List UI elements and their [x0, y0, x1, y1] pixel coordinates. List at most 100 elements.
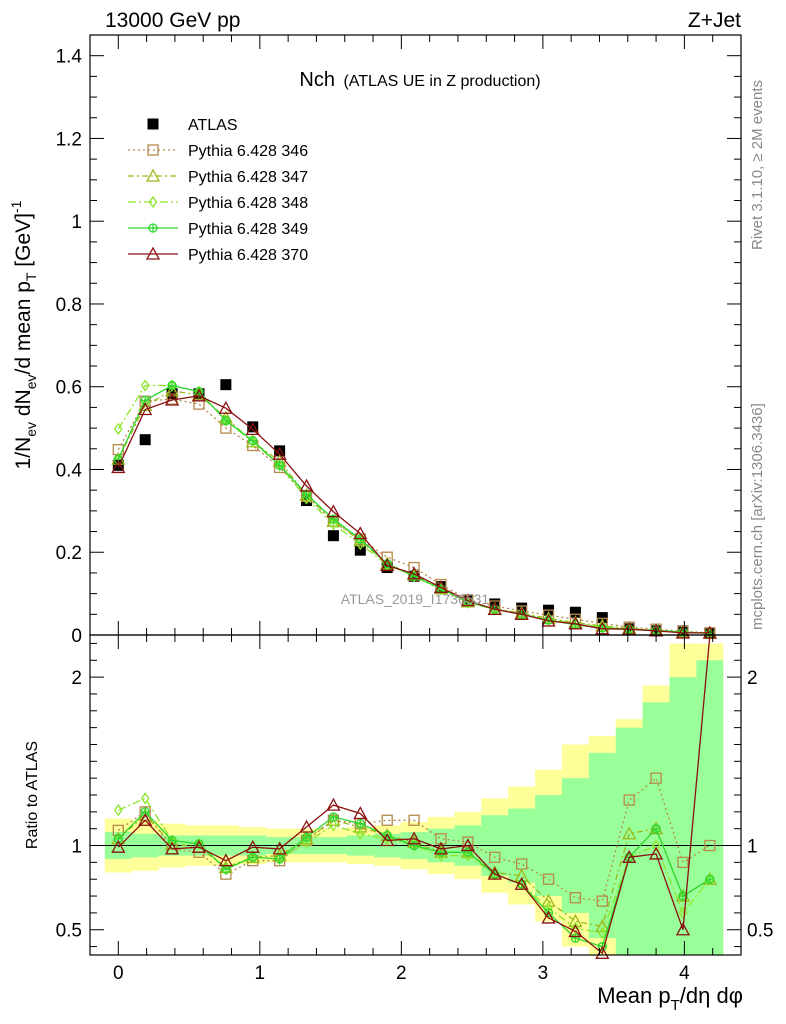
ratio-point-p348 — [382, 832, 392, 845]
ratio-ytick-label: 2 — [71, 668, 82, 689]
ratio-point-p346 — [569, 892, 582, 904]
main-series-p370 — [111, 388, 717, 639]
main-point-p370 — [272, 446, 287, 460]
main-point-atlas — [112, 459, 124, 471]
ratio-point-p348 — [651, 839, 661, 852]
legend-marker-p348 — [148, 195, 158, 209]
ratio-point-p349-cross — [275, 855, 284, 863]
ratio-point-p349-cross — [248, 853, 257, 862]
main-point-atlas — [274, 445, 286, 457]
legend: ATLAS Pythia 6.428 346 Pythia 6.428 347 Pyt… — [128, 117, 308, 264]
ratio-point-p347 — [299, 831, 314, 845]
legend-marker-p346 — [147, 144, 159, 156]
ratio-ytick-label-right: 1 — [747, 837, 758, 858]
ratio-point-p346 — [623, 794, 635, 806]
ratio-point-p349-cross — [329, 812, 338, 821]
main-point-p370 — [111, 460, 126, 474]
main-point-p349-cross — [221, 416, 230, 425]
xtick-label: 0 — [113, 963, 124, 984]
ratio-point-p348 — [329, 819, 338, 832]
legend-label-atlas: ATLAS — [188, 117, 238, 134]
ratio-point-p370 — [433, 841, 449, 855]
ratio-point-p346 — [650, 772, 662, 784]
main-point-p370 — [487, 601, 502, 615]
main-line-p370 — [117, 395, 710, 634]
ratio-point-p370 — [111, 839, 126, 853]
ratio-point-p370 — [622, 849, 637, 863]
ratio-point-p370 — [191, 839, 207, 853]
legend-marker-p370 — [145, 246, 161, 260]
main-point-p370 — [326, 504, 341, 518]
main-point-atlas — [139, 434, 151, 446]
legend-marker-p349-cross — [149, 224, 157, 232]
main-ytick-label: 0.4 — [56, 460, 83, 481]
main-ytick-label: 0 — [71, 626, 82, 647]
main-point-p370 — [299, 478, 314, 492]
main-point-p370 — [460, 593, 475, 607]
ratio-point-p346 — [542, 873, 555, 885]
main-point-p348 — [167, 379, 177, 392]
ratio-point-p370 — [568, 924, 583, 938]
main-point-p370 — [138, 402, 153, 416]
ratio-point-p370 — [675, 922, 691, 936]
ratio-point-p348 — [571, 921, 580, 935]
ratio-point-p370 — [164, 841, 180, 855]
ratio-point-p370 — [541, 910, 556, 924]
ratio-point-p370 — [299, 819, 314, 833]
ratio-point-p370 — [406, 831, 422, 845]
main-point-p370 — [353, 526, 368, 540]
plot-title-sub: (ATLAS UE in Z production) — [343, 73, 540, 90]
legend-label-p347: Pythia 6.428 347 — [188, 169, 308, 186]
main-point-p370 — [380, 558, 395, 572]
ratio-point-p348 — [140, 792, 150, 805]
ratio-point-p348 — [356, 827, 365, 840]
ratio-point-p348 — [248, 851, 258, 864]
watermark: ATLAS_2019_I1736531 — [341, 591, 490, 607]
main-point-p370 — [541, 613, 556, 627]
main-point-p349-cross — [168, 381, 177, 390]
ratio-point-p346 — [489, 851, 501, 863]
main-point-p348 — [194, 385, 204, 398]
ratio-point-p370 — [487, 866, 502, 880]
main-point-atlas — [569, 606, 581, 618]
ratio-ytick-label-right: 2 — [747, 668, 758, 689]
xlabel: Mean pT/dη dφ — [597, 983, 743, 1014]
ratio-point-p346 — [139, 806, 151, 818]
ratio-point-p349-cross — [652, 824, 661, 833]
main-point-atlas — [247, 421, 259, 433]
ratio-line-p346 — [117, 777, 711, 902]
ratio-point-p349-cross — [571, 934, 580, 943]
main-point-p370 — [622, 621, 637, 635]
ratio-ytick-label: 1 — [71, 837, 82, 858]
legend-label-p348: Pythia 6.428 348 — [188, 195, 308, 212]
ratio-point-p348 — [598, 926, 607, 940]
main-ytick-label: 0.2 — [56, 543, 82, 564]
xtick-label: 2 — [396, 963, 407, 984]
ratio-point-p346 — [408, 814, 420, 826]
ratio-point-p346 — [677, 856, 689, 869]
ratio-point-p346 — [596, 895, 608, 907]
main-point-p370 — [514, 606, 529, 620]
rivet-label: Rivet 3.1.10, ≥ 2M events — [749, 80, 766, 250]
main-point-p370 — [218, 400, 233, 414]
ratio-point-p348 — [705, 873, 715, 886]
main-point-p347 — [353, 533, 368, 547]
main-line-p346 — [117, 398, 710, 634]
ratio-series-p370 — [111, 634, 711, 959]
ratio-point-p370 — [380, 833, 395, 847]
main-point-p348 — [140, 379, 150, 392]
main-point-p370 — [406, 566, 422, 580]
ratio-point-p349-cross — [221, 865, 230, 874]
legend-label-p346: Pythia 6.428 346 — [188, 143, 308, 160]
legend-label-p349: Pythia 6.428 349 — [188, 221, 308, 238]
main-point-p370 — [433, 580, 449, 594]
legend-marker-atlas — [147, 118, 159, 130]
header-right: Z+Jet — [688, 9, 741, 32]
main-point-p370 — [568, 616, 583, 630]
main-ytick-label: 0.6 — [56, 378, 82, 399]
legend-label-p370: Pythia 6.428 370 — [188, 247, 308, 264]
main-point-p370 — [675, 625, 691, 639]
legend-marker-p347 — [145, 168, 161, 182]
ratio-band-inner — [615, 727, 643, 955]
